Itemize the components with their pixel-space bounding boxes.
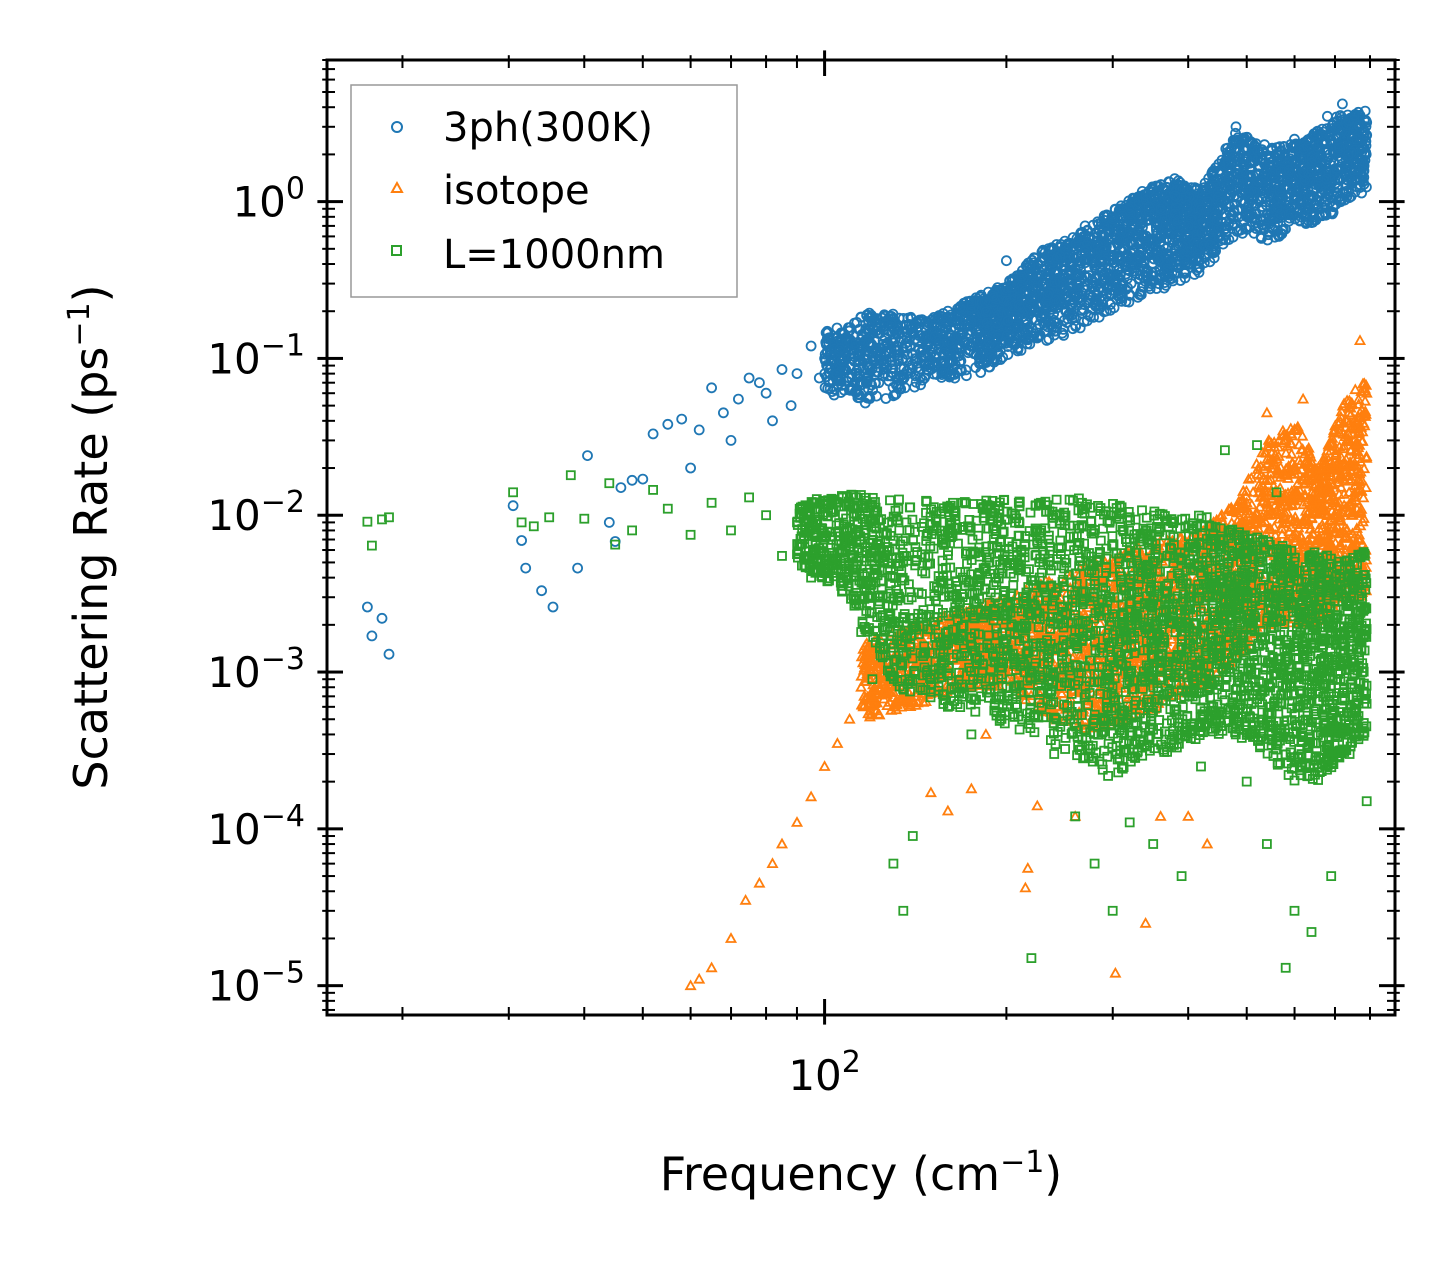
data-point <box>840 364 852 376</box>
data-point <box>821 333 833 345</box>
data-point <box>834 343 846 355</box>
data-point <box>850 367 862 379</box>
data-point <box>828 343 840 355</box>
data-point <box>831 322 843 334</box>
data-point <box>819 348 831 360</box>
data-point <box>850 387 862 399</box>
data-point <box>861 310 872 321</box>
data-point <box>844 384 856 396</box>
data-point <box>850 337 861 349</box>
data-point <box>831 368 842 380</box>
data-point <box>820 337 832 349</box>
series-3ph-300k- <box>361 98 1373 660</box>
data-point <box>862 338 874 350</box>
data-point <box>820 327 832 339</box>
data-point <box>852 356 864 368</box>
data-point <box>821 325 833 337</box>
data-point <box>836 355 848 367</box>
series-layer <box>361 98 1373 991</box>
data-point <box>871 390 882 402</box>
